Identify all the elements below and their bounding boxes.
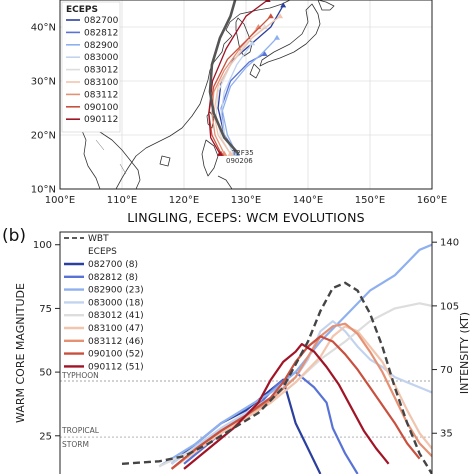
indochina-coast <box>89 119 141 189</box>
map-legend-entry: 082700 <box>84 16 119 26</box>
map-legend-entry: 082900 <box>84 41 119 51</box>
y-axis-label-left: WARM CORE MAGNITUDE <box>14 283 27 423</box>
coastlines <box>69 0 335 189</box>
wcm-y-tick-label: 25 <box>39 431 52 442</box>
map-legend-entry: 090112 <box>84 115 118 125</box>
map-legend-entry: 083012 <box>84 66 118 76</box>
wcm-legend-entry: 083000 (18) <box>88 298 144 308</box>
wcm-legend-subtitle: ECEPS <box>88 247 117 257</box>
wcm-y-right-tick-label: 35 <box>440 429 453 440</box>
map-legend-entry: 090100 <box>84 103 119 113</box>
wcm-chart-title: LINGLING, ECEPS: WCM EVOLUTIONS <box>127 210 365 225</box>
map-track-082900 <box>221 37 278 155</box>
map-track-090100 <box>208 15 272 155</box>
wcm-y-right-tick-label: 70 <box>440 365 453 376</box>
wcm-observed-line <box>121 281 432 474</box>
map-track-marker <box>274 34 280 40</box>
wcm-plot-frame <box>59 231 433 474</box>
wcm-legend-entry: 082812 (8) <box>88 273 138 283</box>
map-track-marker <box>280 2 287 8</box>
map-track-083112 <box>211 26 259 155</box>
track-map-panel: 100°E 110°E 120°E 130°E 140°E 150°E 160°E 10°N 2… <box>31 0 447 206</box>
wcm-y-tick-label: 100 <box>33 240 52 251</box>
map-x-tick-label: 140°E <box>293 195 323 206</box>
japan-honshu <box>259 3 321 67</box>
wcm-legend-entry: 082900 (23) <box>88 286 144 296</box>
wcm-series-083000 <box>170 320 432 465</box>
map-legend-box <box>61 1 121 133</box>
wcm-series-082900 <box>158 243 432 468</box>
japan-hokkaido <box>317 0 335 11</box>
threshold-label: TROPICAL <box>61 426 100 435</box>
korea-coast <box>235 17 253 57</box>
map-track-marker <box>249 40 256 46</box>
map-x-tick-label: 130°E <box>231 195 261 206</box>
map-x-tick-label: 110°E <box>107 195 137 206</box>
wcm-legend-entry: 090100 (52) <box>88 350 144 360</box>
map-x-tick-label: 100°E <box>45 195 75 206</box>
panel-b-label: (b) <box>2 226 26 246</box>
threshold-lines: TYPHOON TROPICAL STORM <box>60 371 432 449</box>
map-track-marker <box>261 51 268 56</box>
map-legend-entry: 083100 <box>84 78 119 88</box>
wcm-legend-entry: 083100 (47) <box>88 324 144 334</box>
wcm-legend-entry: 082700 (8) <box>88 260 138 270</box>
map-track-marker <box>227 150 234 156</box>
wcm-legend: WBT ECEPS 082700 (8) 082812 (8) 082900 (23) 0… <box>64 234 144 372</box>
wcm-legend-observed-label: WBT <box>88 234 109 244</box>
map-track-marker <box>216 150 223 156</box>
hainan-coast <box>159 155 171 167</box>
map-y-tick-label: 20°N <box>31 131 56 142</box>
map-legend-entry: 083000 <box>84 53 119 63</box>
map-legend-title: ECEPS <box>66 5 98 15</box>
wcm-legend-entry: 090112 (51) <box>88 362 144 372</box>
map-y-tick-label: 30°N <box>31 77 56 88</box>
map-annotation-init-time: 090206 <box>226 157 253 165</box>
map-legend: ECEPS 082700 082812 082900 083000 083012 0831… <box>61 1 121 133</box>
map-track-marker <box>267 13 274 19</box>
japan-kyushu <box>249 63 261 79</box>
map-legend-entry: 082812 <box>84 28 118 38</box>
map-axis-ticks: 100°E 110°E 120°E 130°E 140°E 150°E 160°E 10°N 2… <box>31 23 447 207</box>
wcm-legend-entry: 083112 (46) <box>88 337 144 347</box>
map-track-083100 <box>213 15 281 155</box>
wcm-panel: (b) LINGLING, ECEPS: WCM EVOLUTIONS TYPH… <box>2 210 471 474</box>
wcm-y-right-tick-label: 140 <box>440 238 459 249</box>
map-x-tick-label: 150°E <box>355 195 385 206</box>
map-frame <box>59 0 433 190</box>
map-y-tick-label: 40°N <box>31 23 56 34</box>
wcm-legend-entry: 083012 (41) <box>88 311 144 321</box>
wcm-series-090112 <box>183 343 390 470</box>
map-track-090112 <box>208 0 269 155</box>
map-observed-track <box>208 0 240 155</box>
wcm-y-right-tick-label: 105 <box>440 301 459 312</box>
map-x-tick-label: 120°E <box>169 195 199 206</box>
threshold-label: STORM <box>62 440 89 449</box>
philippines-luzon <box>201 139 219 177</box>
map-x-tick-label: 160°E <box>417 195 447 206</box>
map-track-marker <box>277 13 284 19</box>
wcm-axis-ticks: 100 75 50 25 140 105 70 35 <box>33 238 459 443</box>
wcm-y-tick-label: 75 <box>39 304 52 315</box>
forecast-tracks <box>208 0 287 156</box>
wcm-y-tick-label: 50 <box>39 368 52 379</box>
threshold-label: TYPHOON <box>61 371 99 380</box>
map-legend-entry: 083112 <box>84 90 118 100</box>
wcm-series-lines <box>121 243 432 474</box>
wcm-series-083100 <box>170 325 432 470</box>
map-y-tick-label: 10°N <box>31 185 56 196</box>
map-track-083012 <box>215 26 266 155</box>
wcm-series-090100 <box>170 335 421 470</box>
y-axis-label-right: INTENSITY (KT) <box>458 312 471 394</box>
china-coast <box>115 0 291 189</box>
map-annotation-storm-id: T2F35 <box>231 149 254 157</box>
philippines-visayas <box>217 175 233 189</box>
